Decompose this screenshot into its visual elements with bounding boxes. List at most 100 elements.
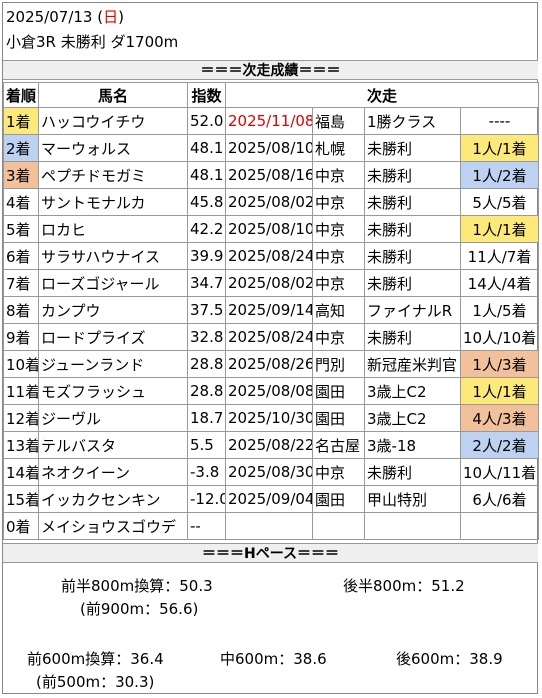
next-race-cell: 3歳上C2 — [364, 404, 461, 432]
index-cell: 52.0 — [187, 107, 226, 135]
horse-name-cell: ローズゴジャール — [38, 269, 188, 297]
pace-last600: 後600m：38.9 — [396, 650, 503, 668]
next-result-cell: 1人/3着 — [459, 350, 540, 378]
next-place-cell: 名古屋 — [312, 431, 365, 459]
next-race-cell: 甲山特別 — [364, 485, 461, 513]
col-rank: 着順 — [3, 82, 39, 108]
next-date-cell: 2025/08/22 — [225, 431, 313, 459]
next-result-cell: 1人/1着 — [459, 134, 540, 162]
next-result-cell: 1人/5着 — [459, 296, 540, 324]
table-row: 8着 カンプウ 37.5 2025/09/14 高知 ファイナルR 1人/5着 — [3, 296, 540, 324]
index-cell: 32.8 — [187, 323, 226, 351]
col-next: 次走 — [224, 82, 540, 108]
results-title: ＝＝＝次走成績＝＝＝ — [3, 60, 538, 80]
next-race-cell: 未勝利 — [364, 323, 461, 351]
horse-name-cell: ジューンランド — [38, 350, 188, 378]
next-date-cell: 2025/09/14 — [225, 296, 313, 324]
table-row: 11着 モズフラッシュ 28.8 2025/08/08 園田 3歳上C2 1人/1着 — [3, 377, 540, 405]
next-date-cell: 2025/10/30 — [225, 404, 313, 432]
rank-cell: 13着 — [3, 431, 39, 459]
next-race-cell: 未勝利 — [364, 242, 461, 270]
horse-name-cell: ペプチドモガミ — [38, 161, 188, 189]
next-result-cell: 2人/2着 — [459, 431, 540, 459]
next-date-cell — [225, 512, 313, 540]
rank-cell: 0着 — [3, 512, 39, 540]
horse-name-cell: ジーヴル — [38, 404, 188, 432]
table-row: 14着 ネオクイーン -3.8 2025/08/30 中京 未勝利 10人/11着 — [3, 458, 540, 486]
next-place-cell: 園田 — [312, 485, 365, 513]
horse-name-cell: メイショウスゴウデ — [38, 512, 188, 540]
horse-name-cell: ロードプライズ — [38, 323, 188, 351]
next-place-cell: 福島 — [312, 107, 365, 135]
next-race-cell: 未勝利 — [364, 134, 461, 162]
index-cell: 18.7 — [187, 404, 226, 432]
pace-title: ＝＝＝Hペース＝＝＝ — [3, 543, 538, 563]
next-race-cell: 3歳上C2 — [364, 377, 461, 405]
next-result-cell: 10人/11着 — [459, 458, 540, 486]
next-result-cell: 1人/1着 — [459, 377, 540, 405]
next-result-cell: 11人/7着 — [459, 242, 540, 270]
weekday: 日 — [103, 8, 119, 26]
rank-cell: 7着 — [3, 269, 39, 297]
next-date-cell: 2025/08/24 — [225, 323, 313, 351]
index-cell: 48.1 — [187, 134, 226, 162]
table-row: 2着 マーウォルス 48.1 2025/08/10 札幌 未勝利 1人/1着 — [3, 134, 540, 162]
horse-name-cell: ネオクイーン — [38, 458, 188, 486]
next-place-cell: 園田 — [312, 404, 365, 432]
next-place-cell: 中京 — [312, 269, 365, 297]
table-row: 15着 イッカクセンキン -12.0 2025/09/04 園田 甲山特別 6人/6着 — [3, 485, 540, 513]
next-place-cell: 門別 — [312, 350, 365, 378]
next-date-cell: 2025/09/04 — [225, 485, 313, 513]
horse-name-cell: ハッコウイチウ — [38, 107, 188, 135]
next-date-cell: 2025/08/26 — [225, 350, 313, 378]
next-race-cell: 新冠産米判官 — [364, 350, 461, 378]
next-race-cell: 未勝利 — [364, 161, 461, 189]
horse-name-cell: サラサハウナイス — [38, 242, 188, 270]
pace-first900: (前900m：56.6) — [80, 600, 199, 618]
next-result-cell: 4人/3着 — [459, 404, 540, 432]
rank-cell: 8着 — [3, 296, 39, 324]
rank-cell: 6着 — [3, 242, 39, 270]
table-row: 10着 ジューンランド 28.8 2025/08/26 門別 新冠産米判官 1人/3着 — [3, 350, 540, 378]
index-cell: 45.8 — [187, 188, 226, 216]
table-row: 7着 ローズゴジャール 34.7 2025/08/02 中京 未勝利 14人/4着 — [3, 269, 540, 297]
next-result-cell: 14人/4着 — [459, 269, 540, 297]
col-horse: 馬名 — [38, 82, 188, 108]
next-place-cell: 高知 — [312, 296, 365, 324]
table-row: 4着 サントモナルカ 45.8 2025/08/02 中京 未勝利 5人/5着 — [3, 188, 540, 216]
next-race-cell: 3歳-18 — [364, 431, 461, 459]
table-row: 12着 ジーヴル 18.7 2025/10/30 園田 3歳上C2 4人/3着 — [3, 404, 540, 432]
horse-name-cell: モズフラッシュ — [38, 377, 188, 405]
pace-first500: (前500m：30.3) — [36, 673, 155, 691]
next-date-cell: 2025/08/30 — [225, 458, 313, 486]
next-place-cell: 中京 — [312, 215, 365, 243]
rank-cell: 5着 — [3, 215, 39, 243]
rank-cell: 2着 — [3, 134, 39, 162]
next-date-cell: 2025/08/02 — [225, 269, 313, 297]
index-cell: 39.9 — [187, 242, 226, 270]
next-date-cell: 2025/08/16 — [225, 161, 313, 189]
index-cell: 28.8 — [187, 377, 226, 405]
table-row: 3着 ペプチドモガミ 48.1 2025/08/16 中京 未勝利 1人/2着 — [3, 161, 540, 189]
index-cell: 48.1 — [187, 161, 226, 189]
index-cell: 42.2 — [187, 215, 226, 243]
next-result-cell: 6人/6着 — [459, 485, 540, 513]
next-place-cell: 中京 — [312, 323, 365, 351]
rank-cell: 4着 — [3, 188, 39, 216]
rank-cell: 15着 — [3, 485, 39, 513]
rank-cell: 3着 — [3, 161, 39, 189]
horse-name-cell: テルバスタ — [38, 431, 188, 459]
next-result-cell: ---- — [459, 107, 540, 135]
table-row: 6着 サラサハウナイス 39.9 2025/08/24 中京 未勝利 11人/7着 — [3, 242, 540, 270]
index-cell: -- — [187, 512, 226, 540]
index-cell: -12.0 — [187, 485, 226, 513]
rank-cell: 1着 — [3, 107, 39, 135]
next-race-cell — [364, 512, 461, 540]
next-race-cell: ファイナルR — [364, 296, 461, 324]
next-date-cell: 2025/08/10 — [225, 215, 313, 243]
index-cell: 28.8 — [187, 350, 226, 378]
next-date-cell: 2025/08/08 — [225, 377, 313, 405]
race-date: 2025/07/13 (日) — [6, 8, 124, 26]
rank-cell: 12着 — [3, 404, 39, 432]
pace-last800: 後半800m：51.2 — [343, 577, 465, 595]
